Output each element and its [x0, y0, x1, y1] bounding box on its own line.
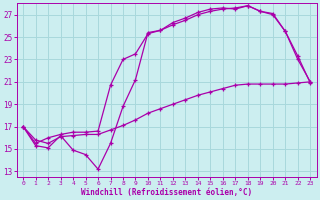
X-axis label: Windchill (Refroidissement éolien,°C): Windchill (Refroidissement éolien,°C) — [81, 188, 252, 197]
